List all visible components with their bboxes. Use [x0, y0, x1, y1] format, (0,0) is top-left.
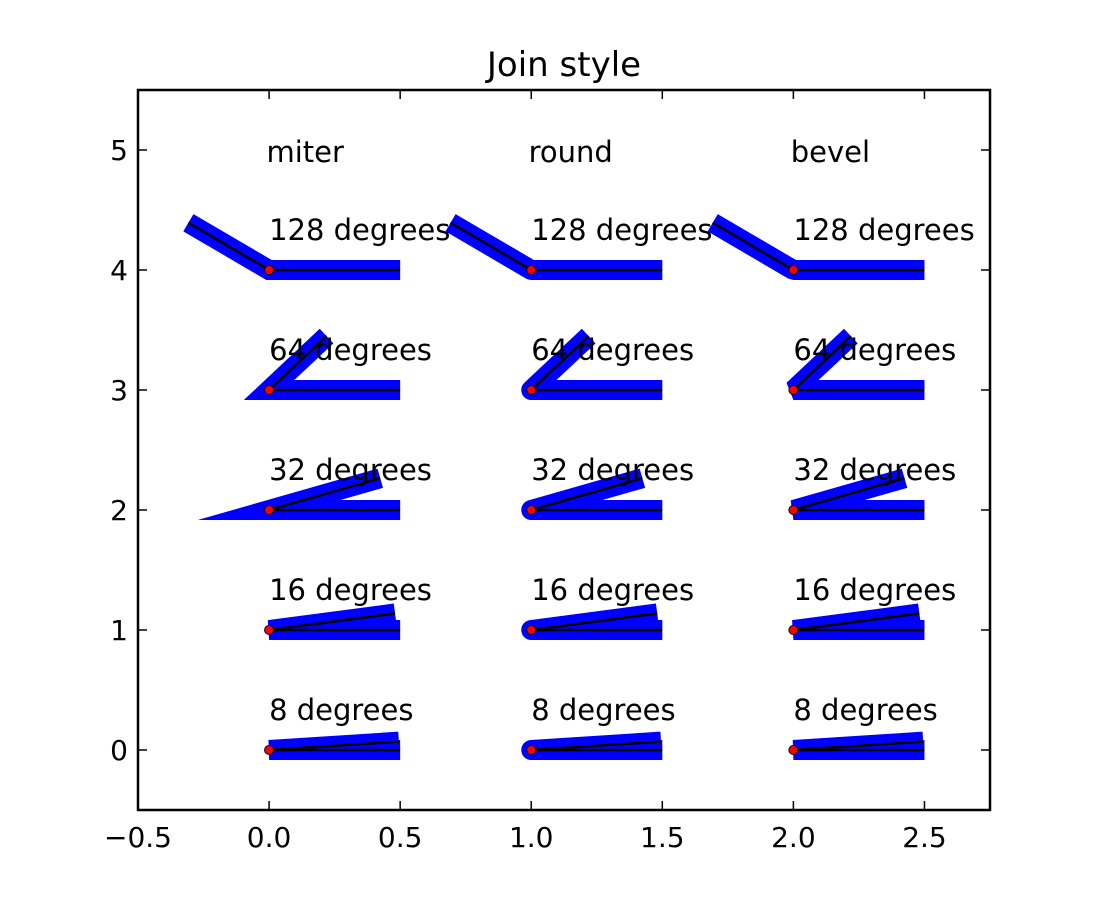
angle-label-bevel-32: 32 degrees — [793, 453, 956, 487]
vertex-marker-round-128 — [526, 265, 537, 275]
vertex-marker-round-8 — [526, 745, 537, 755]
angle-label-round-16: 16 degrees — [531, 573, 694, 607]
vertex-marker-round-16 — [526, 625, 537, 635]
style-label-bevel: bevel — [791, 135, 870, 169]
vertex-marker-miter-32 — [264, 505, 275, 515]
angle-label-miter-16: 16 degrees — [269, 573, 432, 607]
vertex-marker-bevel-32 — [788, 505, 799, 515]
vertex-marker-bevel-16 — [788, 625, 799, 635]
x-tick-label: −0.5 — [104, 821, 172, 854]
plot-marks — [183, 214, 925, 760]
y-tick-label: 0 — [110, 734, 128, 767]
y-tick-label: 2 — [110, 494, 128, 527]
y-tick-label: 3 — [110, 374, 128, 407]
plot-labels: 128 degrees 64 degrees 32 degrees 16 degree… — [266, 135, 974, 727]
y-tick-label: 4 — [110, 254, 128, 287]
vertex-marker-miter-128 — [264, 265, 275, 275]
x-tick-label: 1.0 — [509, 821, 554, 854]
style-label-miter: miter — [266, 135, 344, 169]
plot-frame — [136, 88, 992, 812]
axis-ticks: −0.5 0.0 0.5 1.0 1.5 2.0 2.5 0 1 2 3 4 5 — [104, 90, 990, 854]
angle-label-miter-8: 8 degrees — [269, 693, 413, 727]
x-tick-label: 1.5 — [640, 821, 685, 854]
angle-label-bevel-128: 128 degrees — [793, 213, 974, 247]
angle-label-miter-64: 64 degrees — [269, 333, 432, 367]
angle-label-bevel-16: 16 degrees — [793, 573, 956, 607]
vertex-marker-bevel-128 — [788, 265, 799, 275]
angle-label-bevel-64: 64 degrees — [793, 333, 956, 367]
angle-label-miter-32: 32 degrees — [269, 453, 432, 487]
vertex-marker-miter-64 — [264, 385, 275, 395]
chart-title: Join style — [485, 45, 641, 85]
x-tick-label: 0.5 — [378, 821, 423, 854]
vertex-marker-miter-8 — [264, 745, 275, 755]
y-tick-label: 1 — [110, 614, 128, 647]
vertex-marker-round-64 — [526, 385, 537, 395]
angle-label-miter-128: 128 degrees — [269, 213, 450, 247]
angle-label-round-32: 32 degrees — [531, 453, 694, 487]
style-label-round: round — [529, 135, 613, 169]
angle-label-round-8: 8 degrees — [531, 693, 675, 727]
vertex-marker-bevel-8 — [788, 745, 799, 755]
angle-label-round-128: 128 degrees — [531, 213, 712, 247]
y-tick-label: 5 — [110, 134, 128, 167]
vertex-marker-miter-16 — [264, 625, 275, 635]
x-tick-label: 0.0 — [247, 821, 292, 854]
vertex-marker-round-32 — [526, 505, 537, 515]
angle-label-round-64: 64 degrees — [531, 333, 694, 367]
vertex-marker-bevel-64 — [788, 385, 799, 395]
x-tick-label: 2.5 — [902, 821, 947, 854]
angle-label-bevel-8: 8 degrees — [793, 693, 937, 727]
x-tick-label: 2.0 — [771, 821, 816, 854]
